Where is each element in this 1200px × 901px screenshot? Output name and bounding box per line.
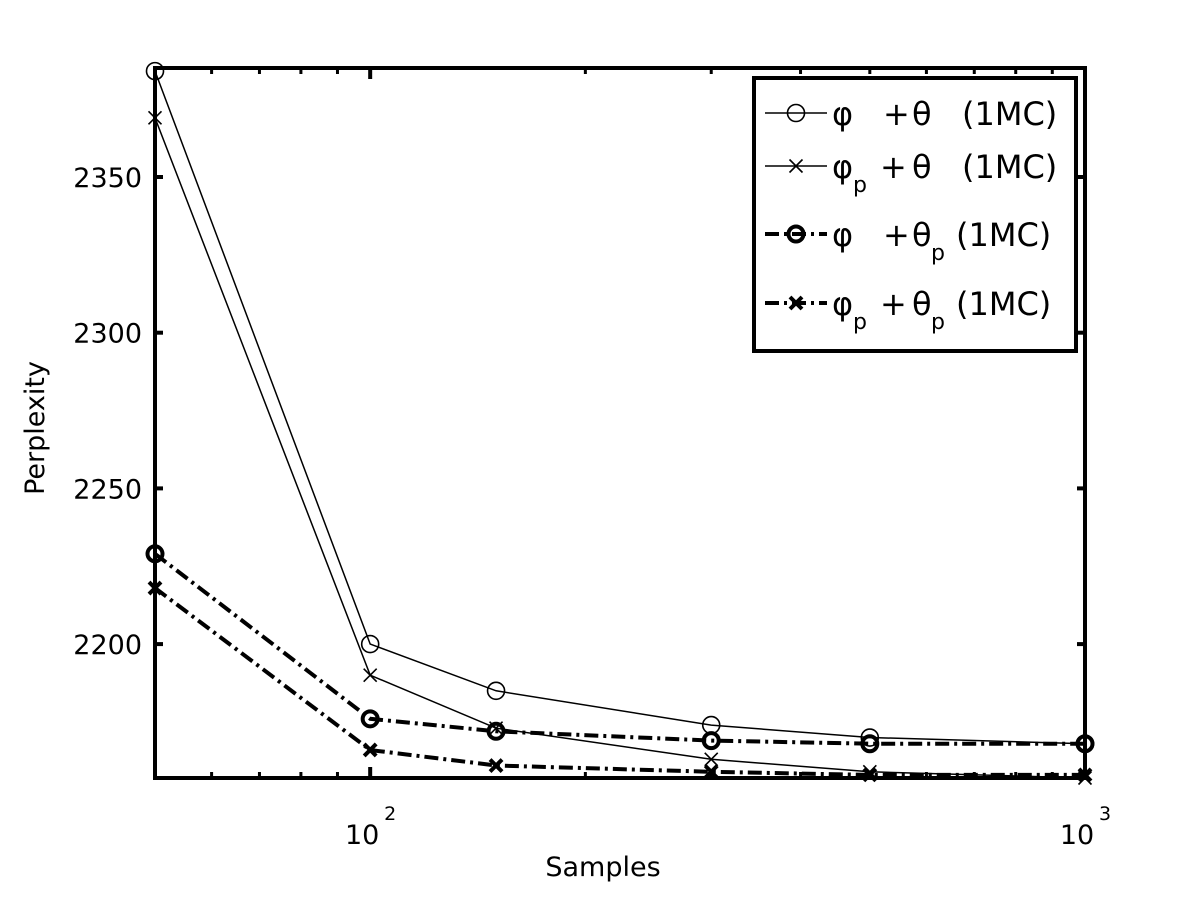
legend-symbol-phi-2: φ [832, 148, 853, 186]
legend-plus-3: + [883, 216, 910, 254]
plot-frame [153, 66, 1087, 780]
series-1-line [154, 70, 1086, 745]
series-1-point-2 [360, 634, 380, 654]
series-2-point-4 [704, 752, 719, 767]
legend-plus-4: + [880, 285, 907, 323]
y-tick-label-2: 2250 [73, 474, 142, 505]
legend-symbol-phi-3: φ [832, 216, 853, 254]
x-tick-label-1: 10 [345, 820, 379, 851]
y-tick-label-3: 2300 [73, 319, 142, 350]
y-tick-label-1: 2200 [73, 630, 142, 661]
series-3-point-4 [701, 731, 721, 751]
legend-label-tail-2: (1MC) [962, 148, 1057, 186]
series-3-point-2 [360, 709, 380, 729]
legend-subscript-theta-4: p [931, 310, 945, 335]
series-4-point-3 [488, 758, 504, 773]
y-axis-title: Perplexity [20, 361, 51, 495]
legend-entry-3: φ + θ p (1MC) [765, 216, 1051, 266]
series-4-point-4 [703, 764, 719, 780]
legend-label-tail-1: (1MC) [962, 95, 1057, 133]
legend-plus-2: + [880, 148, 907, 186]
legend-marker-1 [786, 103, 806, 123]
legend-marker-2 [788, 158, 804, 174]
x-tick-exponent-2: 3 [1099, 803, 1111, 825]
x-axis-title: Samples [545, 852, 660, 883]
legend-marker-4 [788, 295, 804, 311]
legend-box [752, 76, 1078, 353]
legend-marker-3 [786, 224, 806, 244]
legend: φ + θ (1MC)φ p + θ (1MC)φ + θ p (1MC)φ p + θ p (1MC) [752, 76, 1078, 353]
legend-plus-1: + [883, 95, 910, 133]
series-2-line [154, 117, 1086, 779]
series-3-point-3 [486, 721, 506, 741]
legend-entry-1: φ + θ (1MC) [765, 95, 1057, 133]
legend-symbol-theta-1: θ [912, 95, 932, 133]
legend-symbol-phi-4: φ [832, 285, 853, 323]
y-tick-label-4: 2350 [73, 163, 142, 194]
legend-symbol-theta-3: θ [912, 216, 932, 254]
legend-symbol-phi-1: φ [832, 95, 853, 133]
legend-symbol-theta-4: θ [912, 285, 932, 323]
x-tick-label-2: 10 [1060, 820, 1094, 851]
series-4-point-2 [362, 742, 378, 758]
x-tick-exponent-1: 2 [384, 803, 396, 825]
series-4-line [153, 586, 1085, 777]
series-2-point-2 [363, 668, 378, 683]
legend-label-tail-3: (1MC) [956, 216, 1051, 254]
legend-subscript-phi-2: p [853, 173, 867, 198]
legend-symbol-theta-2: θ [912, 148, 932, 186]
series-layer [145, 61, 1095, 786]
series-1-point-5 [860, 728, 880, 747]
series-1-point-3 [486, 681, 506, 701]
legend-entry-2: φ p + θ (1MC) [765, 148, 1057, 198]
legend-subscript-phi-4: p [853, 310, 867, 335]
legend-subscript-theta-3: p [931, 241, 945, 266]
series-3-point-5 [860, 734, 880, 754]
legend-label-tail-4: (1MC) [956, 285, 1051, 323]
series-3-line [153, 552, 1085, 746]
legend-entry-4: φ p + θ p (1MC) [765, 285, 1051, 335]
